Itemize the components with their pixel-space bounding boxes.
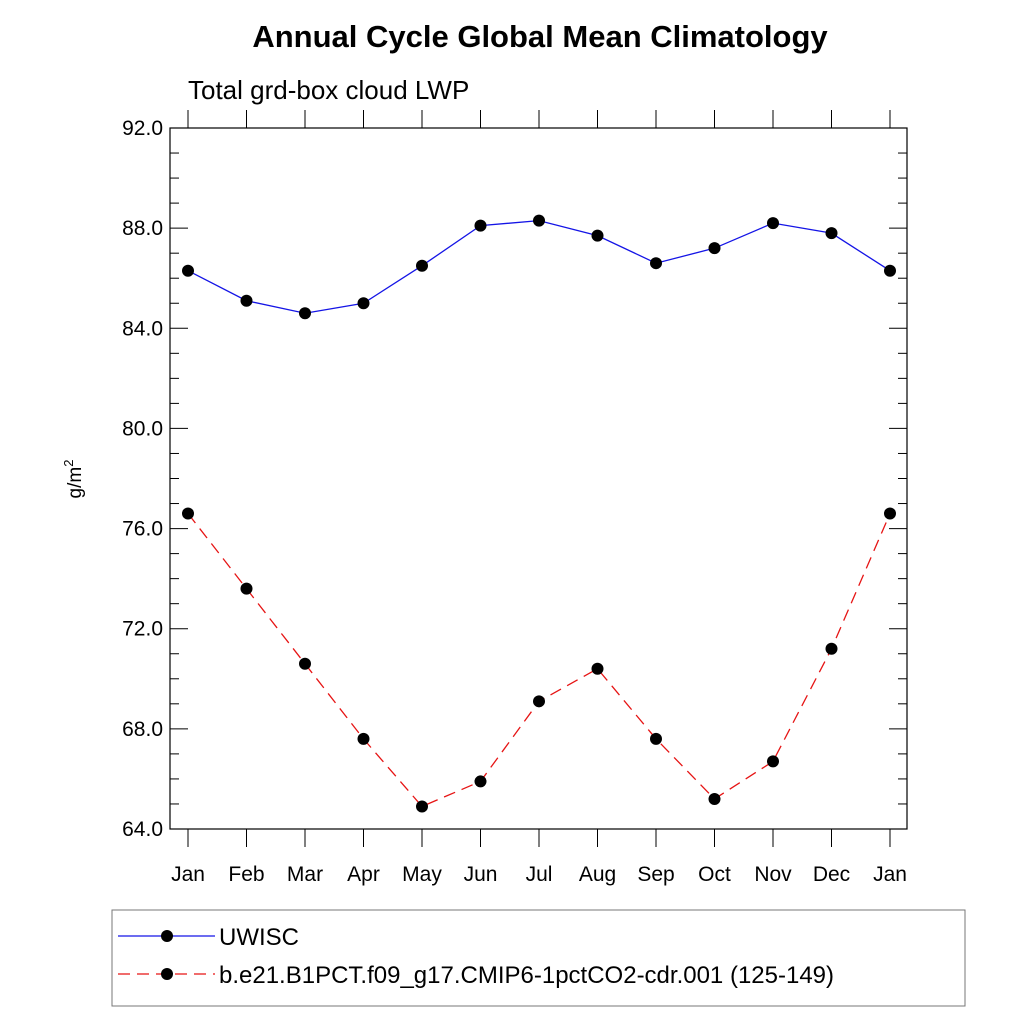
- x-tick-label: May: [402, 863, 442, 886]
- y-tick-label: 76.0: [122, 518, 163, 541]
- data-point: [357, 297, 370, 310]
- series-1: [182, 214, 896, 320]
- x-tick-label: Feb: [228, 863, 264, 886]
- legend-item-2: b.e21.B1PCT.f09_g17.CMIP6-1pctCO2-cdr.00…: [118, 962, 834, 989]
- data-point: [650, 732, 662, 745]
- data-point: [182, 507, 194, 520]
- x-tick-label: Sep: [637, 863, 674, 886]
- x-tick-label: Mar: [287, 863, 323, 886]
- data-point: [708, 792, 721, 805]
- axis-ticks: [170, 110, 907, 847]
- x-tick-label: Apr: [347, 863, 380, 886]
- data-point: [240, 582, 253, 595]
- data-point: [767, 217, 779, 230]
- x-tick-label: Dec: [813, 863, 850, 886]
- legend-marker: [161, 930, 173, 942]
- y-tick-label: 92.0: [122, 117, 163, 140]
- x-tick-label: Nov: [754, 863, 792, 886]
- x-tick-label: Jan: [171, 863, 205, 886]
- series-line: [187, 219, 891, 314]
- data-point: [533, 214, 545, 227]
- y-tick-label: 68.0: [122, 718, 163, 741]
- data-point: [240, 294, 253, 307]
- legend-marker: [161, 968, 173, 980]
- y-tick-labels: 64.0 68.0 72.0 76.0 80.0 84.0 88.0 92.0: [122, 117, 163, 841]
- y-tick-label: 80.0: [122, 417, 163, 440]
- data-point: [357, 732, 370, 745]
- y-tick-label: 64.0: [122, 818, 163, 841]
- y-axis-label-superscript: 2: [61, 460, 76, 467]
- data-point: [591, 662, 604, 675]
- series-layer: [182, 214, 896, 813]
- legend-label: UWISC: [219, 924, 299, 951]
- data-point: [416, 800, 428, 813]
- data-point: [650, 257, 662, 270]
- data-point: [299, 657, 311, 670]
- data-point: [299, 307, 311, 320]
- x-tick-labels: Jan Feb Mar Apr May Jun Jul Aug Sep Oct Nov Dec Jan: [171, 863, 907, 886]
- y-axis-label: g/m2: [61, 460, 86, 499]
- data-point: [708, 242, 721, 255]
- data-point: [825, 642, 838, 655]
- data-point: [884, 264, 896, 277]
- legend-items: UWISC b.e21.B1PCT.f09_g17.CMIP6-1pctCO2-c…: [118, 924, 834, 989]
- legend-item-1: UWISC: [118, 924, 299, 951]
- x-tick-label: Jul: [526, 863, 553, 886]
- data-point: [591, 229, 604, 242]
- x-tick-label: Jun: [464, 863, 498, 886]
- y-tick-label: 88.0: [122, 217, 163, 240]
- series-2: [182, 507, 896, 813]
- x-tick-label: Oct: [698, 863, 731, 886]
- data-point: [182, 264, 194, 277]
- legend: UWISC b.e21.B1PCT.f09_g17.CMIP6-1pctCO2-c…: [111, 909, 966, 1007]
- data-point: [416, 259, 428, 272]
- chart-title: Annual Cycle Global Mean Climatology: [252, 19, 828, 54]
- data-point: [533, 695, 545, 708]
- legend-label: b.e21.B1PCT.f09_g17.CMIP6-1pctCO2-cdr.00…: [219, 962, 834, 989]
- data-point: [474, 219, 487, 232]
- y-axis-label-base: g/m: [65, 467, 86, 499]
- y-tick-label: 84.0: [122, 317, 163, 340]
- data-point: [474, 775, 487, 788]
- y-tick-label: 72.0: [122, 618, 163, 641]
- x-tick-label: Aug: [579, 863, 616, 886]
- x-tick-label: Jan: [873, 863, 907, 886]
- data-point: [884, 507, 896, 520]
- series-line: [187, 513, 891, 808]
- data-point: [767, 755, 779, 768]
- svg-text:g/m2: g/m2: [61, 460, 86, 499]
- data-point: [825, 227, 838, 240]
- chart-subtitle: Total grd-box cloud LWP: [188, 75, 469, 105]
- plot-frame: [169, 127, 908, 830]
- legend-box: [111, 909, 966, 1007]
